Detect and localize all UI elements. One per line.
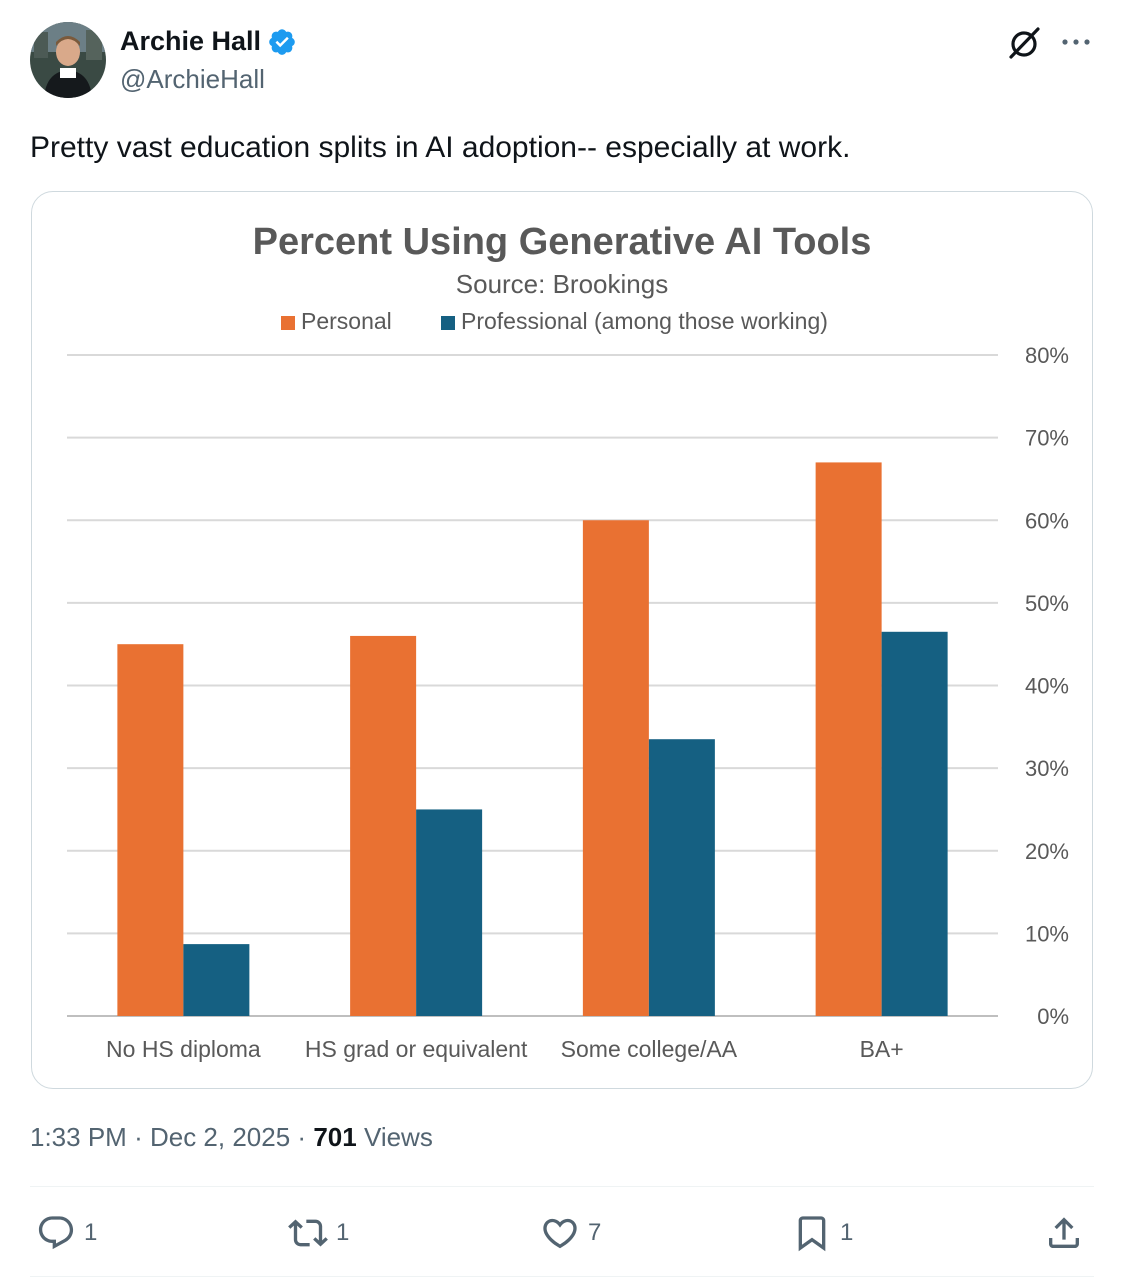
- bar-personal: [815, 462, 882, 1017]
- legend-swatch-professional: [441, 316, 455, 330]
- repost-icon: [288, 1219, 328, 1247]
- bar-professional: [183, 944, 250, 1016]
- bar-personal: [117, 644, 184, 1016]
- divider: [30, 1186, 1094, 1187]
- bar-professional: [648, 739, 715, 1016]
- tweet-date[interactable]: Dec 2, 2025: [149, 1122, 291, 1152]
- heart-icon: [543, 1218, 577, 1249]
- bar-personal: [350, 635, 417, 1016]
- more-options-icon[interactable]: [1056, 22, 1096, 62]
- bookmark-icon: [798, 1216, 826, 1252]
- x-tick-label: Some college/AA: [561, 1036, 738, 1062]
- reply-count: 1: [84, 1219, 98, 1246]
- author-name[interactable]: Archie Hall: [120, 26, 262, 56]
- x-tick-label: HS grad or equivalent: [305, 1036, 528, 1062]
- x-axis-tick-labels: No HS diploma HS grad or equivalent Some c…: [106, 1036, 904, 1062]
- y-tick-label: 80%: [1025, 343, 1069, 368]
- author-name-row[interactable]: Archie Hall: [120, 26, 297, 57]
- bar-chart: Percent Using Generative AI Tools Source…: [67, 221, 1069, 1062]
- y-tick-label: 70%: [1025, 426, 1069, 451]
- y-tick-label: 50%: [1025, 591, 1069, 616]
- y-tick-label: 0%: [1037, 1004, 1069, 1029]
- tweet-time[interactable]: 1:33 PM: [30, 1122, 127, 1152]
- views-label: Views: [363, 1122, 433, 1152]
- tweet-media-chart[interactable]: Percent Using Generative AI Tools Source…: [31, 191, 1093, 1089]
- bookmark-button[interactable]: 1: [792, 1208, 853, 1258]
- chart-bars: [117, 462, 948, 1017]
- chart-legend: Personal Professional (among those worki…: [281, 308, 828, 334]
- bar-professional: [416, 809, 483, 1016]
- reply-icon: [38, 1216, 74, 1250]
- repost-button[interactable]: 1: [288, 1208, 349, 1258]
- tweet-timestamp-row: 1:33 PM · Dec 2, 2025 · 701 Views: [30, 1122, 433, 1153]
- x-tick-label: BA+: [860, 1036, 904, 1062]
- avatar[interactable]: [30, 22, 106, 98]
- bookmark-count: 1: [840, 1219, 854, 1246]
- like-count: 7: [588, 1219, 602, 1246]
- chart-title: Percent Using Generative AI Tools: [253, 221, 872, 263]
- y-tick-label: 40%: [1025, 674, 1069, 699]
- chart-subtitle: Source: Brookings: [456, 269, 668, 299]
- y-tick-label: 20%: [1025, 839, 1069, 864]
- views-count: 701: [313, 1122, 357, 1152]
- legend-label-personal: Personal: [301, 308, 392, 334]
- reply-button[interactable]: 1: [36, 1208, 97, 1258]
- legend-label-professional: Professional (among those working): [461, 308, 828, 334]
- author-handle[interactable]: @ArchieHall: [120, 64, 265, 94]
- x-tick-label: No HS diploma: [106, 1036, 261, 1062]
- like-button[interactable]: 7: [540, 1208, 601, 1258]
- y-tick-label: 30%: [1025, 756, 1069, 781]
- tweet-text: Pretty vast education splits in AI adopt…: [30, 131, 851, 164]
- share-button[interactable]: [1044, 1208, 1084, 1258]
- grok-icon[interactable]: [1004, 22, 1044, 62]
- verified-badge-icon: [267, 27, 297, 57]
- y-axis-tick-labels: 0% 10% 20% 30% 40% 50% 60% 70% 80%: [1025, 343, 1069, 1029]
- y-tick-label: 60%: [1025, 508, 1069, 533]
- repost-count: 1: [336, 1219, 350, 1246]
- bar-personal: [582, 520, 649, 1016]
- meta-separator: ·: [297, 1122, 307, 1152]
- meta-separator: ·: [134, 1122, 143, 1152]
- legend-swatch-personal: [281, 316, 295, 330]
- y-tick-label: 10%: [1025, 921, 1069, 946]
- share-icon: [1049, 1217, 1079, 1248]
- bar-professional: [881, 631, 948, 1016]
